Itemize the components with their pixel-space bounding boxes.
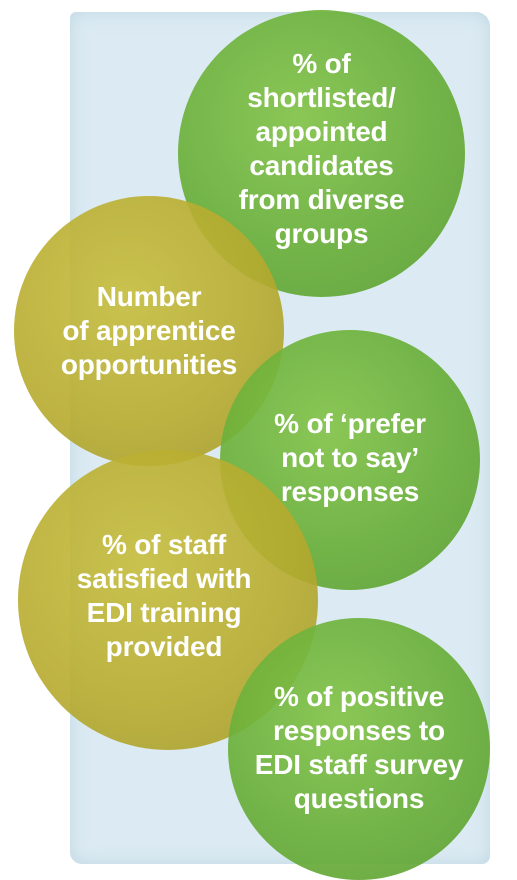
circle-label: Number of apprentice opportunities [60,281,238,380]
circle-label: % of ‘prefer not to say’ responses [274,408,426,507]
circle-label: % of positive responses to EDI staff sur… [254,681,464,814]
circle-label: % of staff satisfied with EDI training p… [76,529,252,662]
circle-label: % of shortlisted/ appointed candidates f… [238,47,405,249]
circle-diverse-candidates: % of shortlisted/ appointed candidates f… [178,10,465,297]
circle-positive-survey-responses: % of positive responses to EDI staff sur… [228,618,490,880]
